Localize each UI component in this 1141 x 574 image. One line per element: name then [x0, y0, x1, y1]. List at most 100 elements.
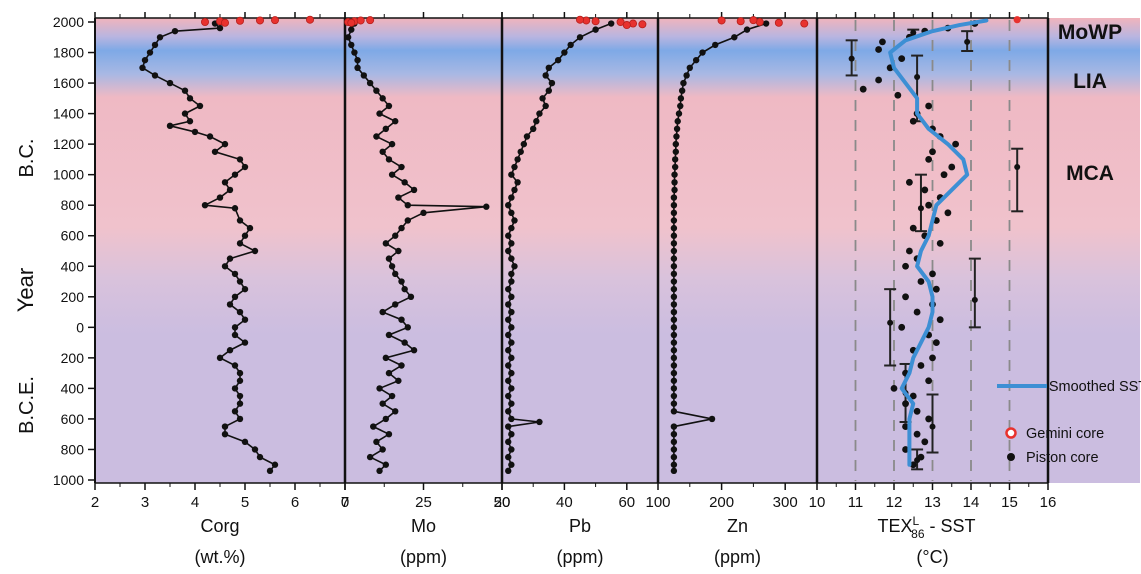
- series-point: [382, 125, 390, 133]
- series-point: [508, 293, 515, 300]
- series-point: [379, 400, 386, 407]
- series-point: [671, 171, 678, 178]
- series-point: [226, 347, 234, 354]
- series-point: [388, 171, 396, 178]
- series-point: [505, 423, 512, 430]
- gemini-point: [1013, 16, 1021, 24]
- series-point: [271, 461, 279, 468]
- series-point: [670, 423, 678, 430]
- x-axis-unit: (wt.%): [195, 547, 246, 567]
- piston-point: [936, 239, 944, 247]
- series-point: [508, 400, 515, 407]
- panel-1: 0 25 50 Mo (ppm): [341, 12, 510, 567]
- gemini-point: [591, 17, 600, 26]
- series-point: [236, 308, 244, 316]
- error-bar-center: [964, 38, 971, 45]
- series-point: [226, 255, 234, 262]
- series-point: [231, 385, 239, 392]
- series-point: [241, 438, 249, 446]
- series-point: [677, 95, 685, 102]
- series-point: [221, 263, 229, 270]
- x-axis-unit: (ppm): [714, 547, 761, 567]
- smoothed-sst-line: [888, 18, 989, 467]
- series-point: [206, 133, 214, 140]
- piston-point: [875, 46, 882, 53]
- series-point: [236, 377, 244, 384]
- y-tick-label: 1400: [53, 106, 84, 122]
- series-point: [171, 27, 179, 35]
- series-point: [410, 347, 418, 354]
- series-point: [671, 156, 679, 163]
- series-point: [670, 431, 678, 438]
- series-point: [670, 331, 678, 339]
- series-point: [592, 26, 599, 33]
- series-point: [508, 354, 515, 362]
- series-point: [672, 148, 680, 155]
- series-point: [373, 438, 380, 446]
- x-axis-unit: (ppm): [400, 547, 447, 567]
- series-point: [241, 163, 249, 171]
- series-point: [379, 446, 386, 453]
- series-point: [236, 217, 244, 224]
- piston-point: [917, 453, 925, 461]
- series-point: [505, 202, 512, 209]
- series-point: [542, 102, 549, 110]
- y-tick-label: 400: [61, 258, 85, 274]
- error-bar-center: [914, 73, 921, 80]
- series-point: [530, 125, 537, 133]
- legend-smoothed-label: Smoothed SST: [1049, 379, 1141, 395]
- series-point: [523, 133, 531, 140]
- series-point: [508, 324, 515, 331]
- gemini-point: [638, 20, 647, 29]
- series-point: [520, 140, 528, 148]
- series-point: [670, 224, 678, 232]
- gemini-point: [622, 21, 631, 30]
- x-tick-label: 3: [141, 494, 149, 511]
- gemini-point: [366, 16, 375, 25]
- piston-point: [913, 430, 921, 438]
- series-point: [241, 285, 249, 293]
- series-point: [508, 461, 515, 468]
- y-tick-label: 1800: [53, 45, 84, 61]
- period-label-lia: LIA: [1073, 70, 1107, 93]
- series-point: [226, 186, 234, 194]
- x-tick-label: 10: [809, 494, 826, 511]
- gemini-point: [200, 17, 209, 26]
- series-point: [231, 293, 239, 300]
- series-point: [673, 133, 680, 140]
- x-tick-label: 11: [848, 494, 864, 511]
- piston-point: [913, 407, 921, 415]
- panel-2: 20 40 60 Pb (ppm): [494, 12, 660, 567]
- series-point: [505, 453, 512, 461]
- series-point: [670, 453, 678, 461]
- series-point: [505, 438, 512, 446]
- series-point: [670, 354, 678, 362]
- series-point: [398, 316, 405, 323]
- x-axis-label: Mo: [411, 516, 436, 536]
- series-point: [410, 186, 418, 194]
- series-point: [236, 392, 244, 400]
- x-tick-label: 6: [291, 494, 299, 511]
- y-axis-label: Year: [13, 268, 38, 312]
- time-band-background: [95, 18, 1140, 483]
- series-point: [354, 64, 361, 72]
- series-point: [508, 240, 515, 247]
- series-point: [376, 467, 383, 475]
- x-axis-label: Corg: [200, 516, 239, 536]
- series-point: [671, 186, 678, 194]
- x-axis-label: Zn: [727, 516, 748, 536]
- series-point: [678, 87, 686, 94]
- piston-point: [929, 148, 936, 156]
- series-point: [505, 247, 512, 255]
- series-point: [382, 354, 390, 362]
- series-point: [379, 95, 386, 102]
- series-point: [511, 186, 518, 194]
- series-point: [151, 41, 159, 49]
- x-tick-label: 200: [709, 494, 734, 511]
- series-point: [395, 247, 402, 255]
- series-point: [146, 49, 154, 56]
- series-point: [554, 56, 562, 64]
- x-axis-label-sub: 86: [911, 527, 925, 541]
- series-point: [231, 324, 239, 331]
